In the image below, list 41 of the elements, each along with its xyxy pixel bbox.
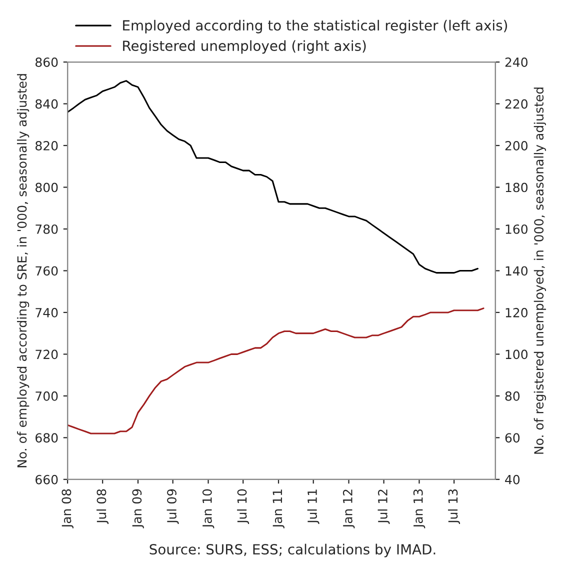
y2-tick-label: 80 (505, 391, 520, 401)
y2-tick-label: 120 (506, 308, 528, 318)
y2-tick-label: 160 (506, 224, 528, 234)
x-tick-label: Jul 12 (378, 490, 390, 524)
legend-label: Employed according to the statistical register (left axis) (123, 20, 508, 34)
y-axis-title: No. of employed according to SRE, in '000, seasonally adjusted (17, 74, 30, 468)
x-tick-label: Jan 08 (62, 489, 74, 528)
line-series (68, 308, 484, 434)
y-tick-label: 800 (36, 182, 58, 192)
y2-tick-label: 140 (506, 266, 528, 276)
x-tick-label: Jan 13 (413, 489, 426, 528)
y-tick-label: 840 (36, 99, 58, 109)
y2-tick-label: 60 (505, 433, 520, 443)
y-tick-label: 660 (36, 474, 58, 484)
y2-axis-title: No. of registered unemployed, in '000, seasonally adjusted (534, 88, 546, 454)
y-tick-label: 760 (36, 266, 58, 276)
x-tick-label: Jul 09 (166, 489, 179, 524)
x-tick-label: Jul 10 (237, 489, 250, 524)
y2-tick-label: 180 (506, 182, 528, 192)
x-tick-label: Jul 13 (448, 489, 460, 524)
y2-tick-label: 240 (505, 58, 528, 67)
y-tick-label: 700 (36, 391, 58, 401)
y-tick-label: 720 (36, 350, 58, 360)
y2-tick-label: 200 (505, 140, 528, 150)
x-tick-label: Jan 12 (342, 490, 355, 528)
y-tick-label: 860 (36, 58, 58, 67)
x-tick-label: Jul 11 (307, 490, 320, 524)
x-tick-label: Jan 11 (272, 490, 284, 528)
line-series (68, 80, 478, 274)
y-tick-label: 680 (36, 433, 58, 443)
legend-label: Registered unemployed (right axis) (123, 40, 366, 54)
y2-tick-label: 40 (505, 474, 520, 484)
y2-tick-label: 100 (506, 350, 528, 360)
x-tick-label: Jan 10 (202, 489, 214, 528)
y-tick-label: 780 (36, 224, 58, 234)
source-note: Source: SURS, ESS; calculations by IMAD. (150, 544, 436, 558)
x-tick-label: Jan 09 (132, 489, 144, 528)
y-tick-label: 740 (36, 308, 58, 318)
x-tick-label: Jul 08 (96, 489, 109, 524)
y-tick-label: 820 (36, 140, 58, 150)
y2-tick-label: 220 (505, 99, 528, 109)
